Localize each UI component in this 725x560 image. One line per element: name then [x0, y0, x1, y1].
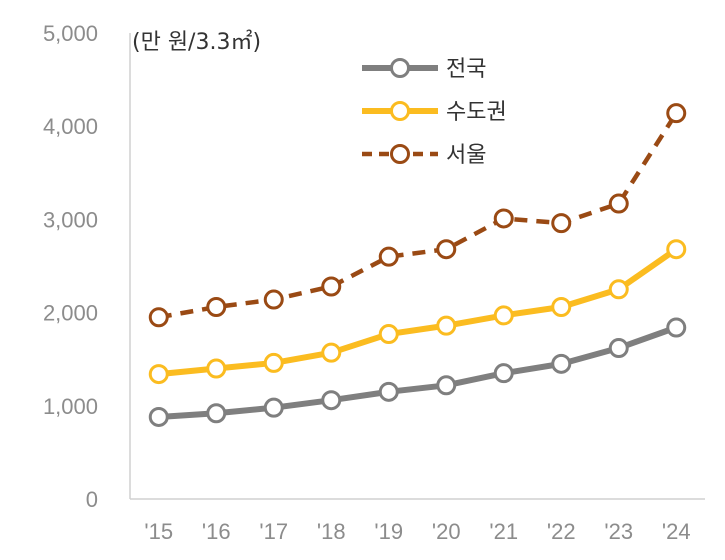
x-tick-label: '21 [489, 519, 518, 544]
data-point [436, 315, 457, 336]
data-point [321, 390, 342, 411]
x-tick-label: '18 [317, 519, 346, 544]
legend-label: 수도권 [446, 100, 507, 125]
data-point [551, 297, 572, 318]
x-axis: '15 '16 '17 '18 '19 '20 '21 '22 '23 '24 [130, 498, 705, 544]
data-point [551, 353, 572, 374]
y-tick-label: 3,000 [43, 207, 98, 232]
x-tick-label: '23 [604, 519, 633, 544]
data-point [378, 324, 399, 345]
data-point [206, 358, 227, 379]
x-tick-label: '24 [662, 519, 691, 544]
legend-marker [390, 101, 410, 121]
x-tick-label: '22 [547, 519, 576, 544]
data-point [436, 239, 457, 260]
series-1 [148, 239, 687, 385]
x-tick-label: '20 [432, 519, 461, 544]
x-tick-label: '19 [374, 519, 403, 544]
y-tick-label: 2,000 [43, 301, 98, 326]
series-line [158, 111, 679, 320]
data-point [436, 375, 457, 396]
data-point [378, 246, 399, 267]
x-tick-label: '17 [259, 519, 288, 544]
y-tick-label: 5,000 [43, 21, 98, 46]
data-point [493, 208, 514, 229]
y-tick-label: 0 [86, 487, 98, 512]
data-point [206, 297, 227, 318]
data-point [378, 381, 399, 402]
legend-label: 서울 [446, 143, 486, 168]
x-tick-label: '15 [144, 519, 173, 544]
series-line [155, 324, 680, 420]
legend-item: 서울 [362, 143, 486, 168]
data-point [148, 307, 169, 328]
data-point [608, 193, 629, 214]
data-point [148, 406, 169, 427]
legend-item: 수도권 [362, 100, 507, 125]
unit-label: (만 원/3.3㎡) [132, 29, 261, 55]
data-point [493, 305, 514, 326]
data-point [666, 103, 687, 124]
series-2 [148, 103, 687, 328]
data-point [608, 279, 629, 300]
legend-label: 전국 [446, 57, 486, 82]
data-point [263, 352, 284, 373]
x-tick-label: '16 [202, 519, 231, 544]
y-axis: 0 1,000 2,000 3,000 4,000 5,000 [43, 21, 131, 512]
series-line [155, 246, 680, 378]
data-point [551, 213, 572, 234]
data-point [493, 363, 514, 384]
data-point [148, 364, 169, 385]
data-point [263, 397, 284, 418]
legend-marker [390, 144, 410, 164]
series-0 [148, 317, 687, 427]
y-tick-label: 4,000 [43, 114, 98, 139]
data-point [321, 276, 342, 297]
y-tick-label: 1,000 [43, 394, 98, 419]
series-lines [148, 103, 687, 427]
data-point [666, 317, 687, 338]
data-point [206, 403, 227, 424]
data-point [321, 342, 342, 363]
data-point [666, 239, 687, 260]
legend-marker [390, 58, 410, 78]
legend-item: 전국 [362, 57, 486, 82]
data-point [608, 338, 629, 359]
data-point [263, 289, 284, 310]
